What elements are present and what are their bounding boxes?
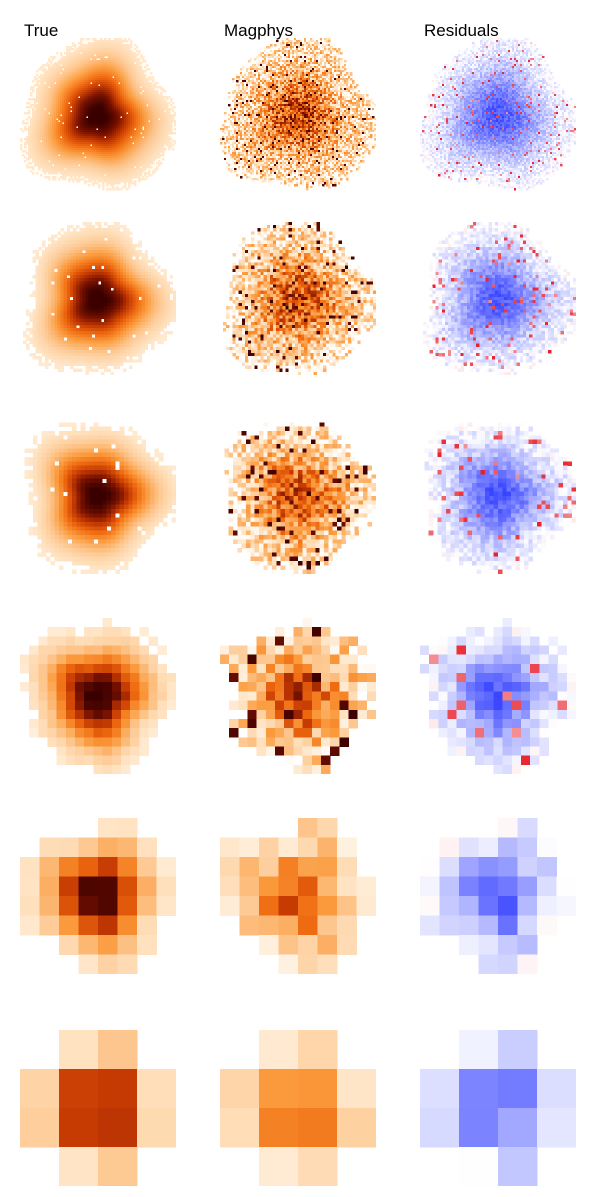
panel-magphys-row-6 <box>220 1030 376 1186</box>
panel-true-row-2 <box>23 222 176 376</box>
panel-residuals-row-3 <box>424 422 576 574</box>
column-header-true: True <box>24 22 58 39</box>
panel-residuals-row-2 <box>423 222 576 376</box>
panel-magphys-row-5 <box>220 818 376 974</box>
panel-magphys-row-1 <box>220 38 376 191</box>
panel-true-row-5 <box>20 818 176 974</box>
panel-magphys-row-4 <box>220 618 376 774</box>
panel-magphys-row-3 <box>224 422 376 574</box>
panel-residuals-row-6 <box>420 1030 576 1186</box>
panel-residuals-row-5 <box>420 818 576 974</box>
panel-magphys-row-2 <box>223 222 376 376</box>
panel-true-row-6 <box>20 1030 176 1186</box>
column-header-residuals: Residuals <box>424 22 499 39</box>
panel-residuals-row-4 <box>420 618 576 774</box>
panel-true-row-3 <box>24 422 176 574</box>
panel-true-row-4 <box>20 618 176 774</box>
panel-residuals-row-1 <box>420 38 576 191</box>
column-header-magphys: Magphys <box>224 22 293 39</box>
panel-true-row-1 <box>20 38 176 191</box>
